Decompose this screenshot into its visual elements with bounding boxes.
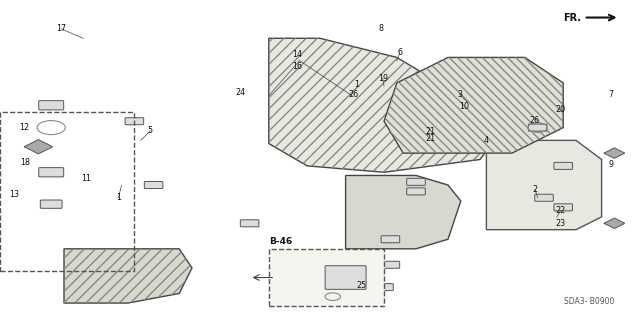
- FancyBboxPatch shape: [145, 182, 163, 189]
- Text: SDA3- B0900: SDA3- B0900: [564, 297, 614, 306]
- Polygon shape: [384, 57, 563, 153]
- Bar: [269, 249, 384, 306]
- Text: 17: 17: [56, 24, 66, 33]
- Text: 1: 1: [116, 193, 121, 202]
- FancyBboxPatch shape: [381, 236, 400, 243]
- Text: 9: 9: [609, 160, 614, 169]
- FancyBboxPatch shape: [554, 204, 573, 211]
- Text: 6: 6: [397, 48, 403, 57]
- Polygon shape: [64, 249, 192, 303]
- Text: 24: 24: [235, 88, 245, 97]
- Text: 20: 20: [556, 105, 566, 114]
- Polygon shape: [486, 140, 602, 230]
- Text: 13: 13: [9, 190, 19, 199]
- Text: 18: 18: [20, 158, 31, 167]
- FancyBboxPatch shape: [38, 168, 64, 177]
- Text: B-46: B-46: [269, 237, 292, 246]
- Text: 7: 7: [609, 90, 614, 99]
- Text: 3: 3: [457, 90, 462, 99]
- Text: 8: 8: [378, 24, 383, 33]
- Text: FR.: FR.: [563, 12, 581, 23]
- FancyBboxPatch shape: [40, 200, 62, 208]
- Polygon shape: [24, 140, 52, 154]
- FancyBboxPatch shape: [381, 261, 400, 268]
- Text: 11: 11: [81, 174, 92, 183]
- Text: 25: 25: [356, 281, 367, 290]
- FancyBboxPatch shape: [325, 266, 366, 289]
- Text: 2: 2: [532, 185, 538, 194]
- Text: 21: 21: [425, 127, 435, 136]
- Text: 10: 10: [460, 102, 470, 111]
- FancyBboxPatch shape: [38, 100, 64, 110]
- Text: 14: 14: [292, 50, 303, 59]
- FancyBboxPatch shape: [407, 178, 426, 185]
- FancyBboxPatch shape: [529, 124, 547, 131]
- Polygon shape: [346, 175, 461, 249]
- FancyBboxPatch shape: [241, 220, 259, 227]
- FancyBboxPatch shape: [554, 162, 573, 169]
- FancyBboxPatch shape: [125, 118, 143, 125]
- Text: 5: 5: [148, 126, 153, 135]
- FancyBboxPatch shape: [407, 188, 426, 195]
- FancyBboxPatch shape: [375, 284, 393, 291]
- Text: 1: 1: [355, 80, 360, 89]
- Polygon shape: [604, 218, 625, 228]
- Text: 19: 19: [378, 74, 388, 83]
- Text: 4: 4: [484, 136, 489, 145]
- Text: 22: 22: [556, 206, 566, 215]
- Text: 23: 23: [556, 219, 566, 228]
- Text: 26: 26: [529, 116, 540, 125]
- Text: 16: 16: [292, 63, 303, 71]
- Polygon shape: [269, 38, 499, 172]
- Text: 26: 26: [349, 90, 359, 99]
- Polygon shape: [604, 148, 625, 158]
- FancyBboxPatch shape: [535, 194, 553, 201]
- Text: 21: 21: [425, 134, 435, 143]
- Text: 12: 12: [19, 123, 29, 132]
- Bar: [0, 112, 134, 271]
